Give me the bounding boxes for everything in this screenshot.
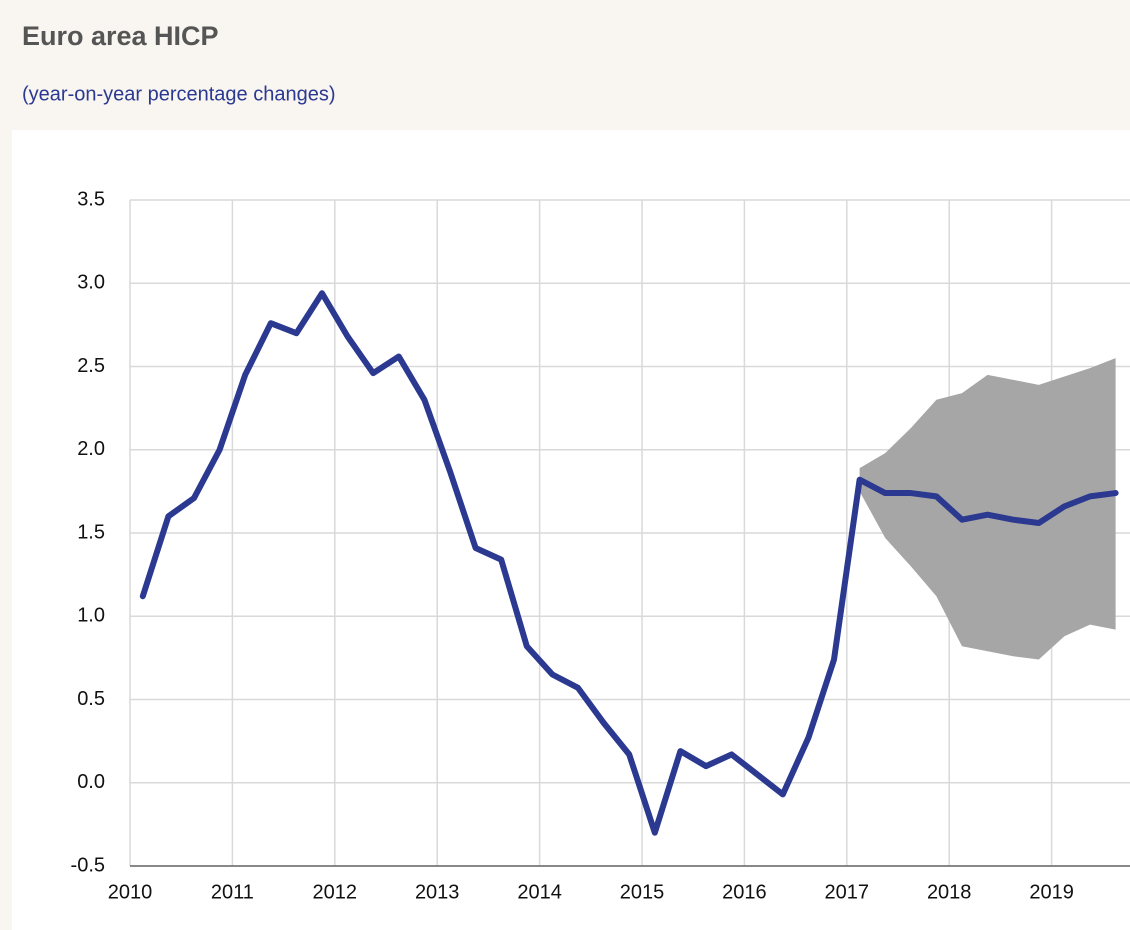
x-tick-label: 2014 [517,881,562,903]
x-tick-label: 2012 [313,881,358,903]
x-tick-label: 2011 [211,881,254,903]
x-tick-label: 2013 [415,881,460,903]
y-tick-label: 1.0 [77,605,105,627]
x-tick-label: 2015 [620,881,665,903]
uncertainty-band [859,358,1116,660]
x-tick-label: 2017 [825,881,870,903]
x-tick-label: 2016 [722,881,767,903]
y-tick-label: 1.5 [77,521,105,543]
x-tick-label: 2010 [108,881,153,903]
chart-subtitle: (year-on-year percentage changes) [22,83,336,105]
x-tick-label: 2019 [1029,881,1074,903]
y-tick-label: -0.5 [71,854,105,876]
y-tick-label: 2.0 [77,438,105,460]
y-tick-label: 2.5 [77,355,105,377]
line-series [139,290,1119,836]
y-tick-label: 3.5 [77,188,105,210]
y-tick-label: 0.0 [77,771,105,793]
y-tick-label: 0.5 [77,688,105,710]
chart-title: Euro area HICP [22,21,219,51]
x-tick-label: 2018 [927,881,972,903]
y-tick-label: 3.0 [77,272,105,294]
